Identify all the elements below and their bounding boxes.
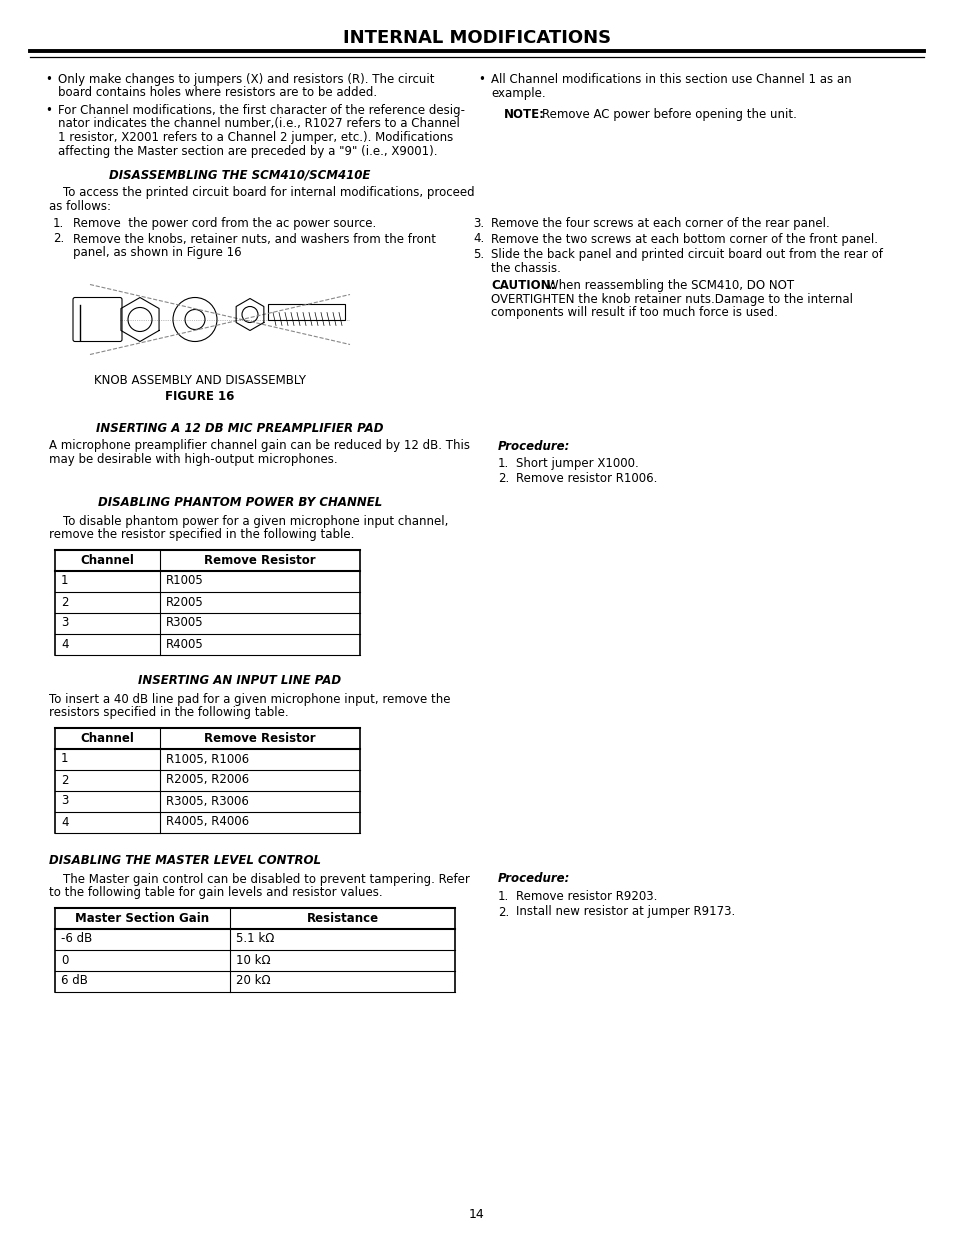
Text: 4: 4 [61, 815, 69, 829]
Text: Slide the back panel and printed circuit board out from the rear of: Slide the back panel and printed circuit… [491, 248, 882, 261]
Text: as follows:: as follows: [49, 200, 111, 212]
Text: resistors specified in the following table.: resistors specified in the following tab… [49, 706, 289, 719]
Text: 1.: 1. [497, 457, 509, 471]
Text: board contains holes where resistors are to be added.: board contains holes where resistors are… [58, 86, 376, 100]
Text: 2.: 2. [497, 905, 509, 919]
Text: example.: example. [491, 86, 545, 100]
Text: •: • [477, 73, 484, 86]
Text: 20 kΩ: 20 kΩ [235, 974, 271, 988]
Text: 14: 14 [469, 1209, 484, 1221]
Text: INSERTING AN INPUT LINE PAD: INSERTING AN INPUT LINE PAD [138, 674, 341, 688]
Text: Short jumper X1000.: Short jumper X1000. [516, 457, 639, 471]
Text: the chassis.: the chassis. [491, 262, 560, 274]
Text: KNOB ASSEMBLY AND DISASSEMBLY: KNOB ASSEMBLY AND DISASSEMBLY [94, 374, 306, 388]
Text: 5.1 kΩ: 5.1 kΩ [235, 932, 274, 946]
Text: Remove resistor R9203.: Remove resistor R9203. [516, 890, 657, 903]
Text: panel, as shown in Figure 16: panel, as shown in Figure 16 [73, 246, 241, 259]
Text: 1.: 1. [53, 217, 64, 230]
Text: R2005: R2005 [166, 595, 204, 609]
Text: 0: 0 [61, 953, 69, 967]
Text: FIGURE 16: FIGURE 16 [165, 390, 234, 403]
Text: components will result if too much force is used.: components will result if too much force… [491, 306, 777, 319]
Text: 2.: 2. [53, 232, 64, 246]
Text: Remove the four screws at each corner of the rear panel.: Remove the four screws at each corner of… [491, 217, 829, 230]
Text: For Channel modifications, the first character of the reference desig-: For Channel modifications, the first cha… [58, 104, 464, 117]
Text: The Master gain control can be disabled to prevent tampering. Refer: The Master gain control can be disabled … [63, 872, 470, 885]
Text: nator indicates the channel number,(i.e., R1027 refers to a Channel: nator indicates the channel number,(i.e.… [58, 117, 459, 131]
Text: Channel: Channel [80, 553, 134, 567]
Text: 2: 2 [61, 595, 69, 609]
Text: Resistance: Resistance [306, 911, 378, 925]
Text: 4: 4 [61, 637, 69, 651]
Text: Remove the two screws at each bottom corner of the front panel.: Remove the two screws at each bottom cor… [491, 232, 877, 246]
Text: affecting the Master section are preceded by a "9" (i.e., X9001).: affecting the Master section are precede… [58, 144, 437, 158]
Text: 3: 3 [61, 616, 69, 630]
Text: to the following table for gain levels and resistor values.: to the following table for gain levels a… [49, 885, 382, 899]
Text: INTERNAL MODIFICATIONS: INTERNAL MODIFICATIONS [342, 28, 611, 47]
Text: 1 resistor, X2001 refers to a Channel 2 jumper, etc.). Modifications: 1 resistor, X2001 refers to a Channel 2 … [58, 131, 453, 144]
Text: 3: 3 [61, 794, 69, 808]
Text: Master Section Gain: Master Section Gain [75, 911, 210, 925]
Text: R4005, R4006: R4005, R4006 [166, 815, 249, 829]
Text: Channel: Channel [80, 731, 134, 745]
Text: remove the resistor specified in the following table.: remove the resistor specified in the fol… [49, 529, 354, 541]
Text: R3005: R3005 [166, 616, 203, 630]
Text: 1: 1 [61, 752, 69, 766]
Text: Remove resistor R1006.: Remove resistor R1006. [516, 473, 657, 485]
Text: Only make changes to jumpers (X) and resistors (R). The circuit: Only make changes to jumpers (X) and res… [58, 73, 434, 86]
Text: Remove Resistor: Remove Resistor [204, 553, 315, 567]
Text: To disable phantom power for a given microphone input channel,: To disable phantom power for a given mic… [63, 515, 448, 527]
Text: 2: 2 [61, 773, 69, 787]
Text: •: • [45, 73, 51, 86]
Text: DISABLING PHANTOM POWER BY CHANNEL: DISABLING PHANTOM POWER BY CHANNEL [98, 496, 382, 510]
Text: Procedure:: Procedure: [497, 440, 570, 452]
Text: NOTE:: NOTE: [503, 107, 544, 121]
Text: To insert a 40 dB line pad for a given microphone input, remove the: To insert a 40 dB line pad for a given m… [49, 693, 450, 705]
Text: Remove Resistor: Remove Resistor [204, 731, 315, 745]
Text: R2005, R2006: R2005, R2006 [166, 773, 249, 787]
Text: 10 kΩ: 10 kΩ [235, 953, 271, 967]
Text: -6 dB: -6 dB [61, 932, 92, 946]
Text: R3005, R3006: R3005, R3006 [166, 794, 249, 808]
Text: Remove  the power cord from the ac power source.: Remove the power cord from the ac power … [73, 217, 375, 230]
Text: All Channel modifications in this section use Channel 1 as an: All Channel modifications in this sectio… [491, 73, 851, 86]
Text: Procedure:: Procedure: [497, 872, 570, 885]
Text: INSERTING A 12 DB MIC PREAMPLIFIER PAD: INSERTING A 12 DB MIC PREAMPLIFIER PAD [96, 421, 383, 435]
Text: DISASSEMBLING THE SCM410/SCM410E: DISASSEMBLING THE SCM410/SCM410E [110, 168, 371, 182]
Text: 2.: 2. [497, 473, 509, 485]
Text: OVERTIGHTEN the knob retainer nuts.Damage to the internal: OVERTIGHTEN the knob retainer nuts.Damag… [491, 293, 852, 305]
Text: CAUTION:: CAUTION: [491, 279, 555, 291]
Text: Remove AC power before opening the unit.: Remove AC power before opening the unit. [541, 107, 796, 121]
Text: R4005: R4005 [166, 637, 204, 651]
Text: 1: 1 [61, 574, 69, 588]
Text: 6 dB: 6 dB [61, 974, 88, 988]
Text: Remove the knobs, retainer nuts, and washers from the front: Remove the knobs, retainer nuts, and was… [73, 232, 436, 246]
Text: DISABLING THE MASTER LEVEL CONTROL: DISABLING THE MASTER LEVEL CONTROL [49, 855, 320, 867]
Text: may be desirable with high-output microphones.: may be desirable with high-output microp… [49, 453, 337, 466]
Text: A microphone preamplifier channel gain can be reduced by 12 dB. This: A microphone preamplifier channel gain c… [49, 440, 470, 452]
Text: 3.: 3. [473, 217, 483, 230]
Text: 4.: 4. [473, 232, 484, 246]
Text: R1005: R1005 [166, 574, 204, 588]
Text: To access the printed circuit board for internal modifications, proceed: To access the printed circuit board for … [63, 186, 475, 199]
Text: 1.: 1. [497, 890, 509, 903]
Text: 5.: 5. [473, 248, 483, 261]
Text: •: • [45, 104, 51, 117]
Bar [268, 304, 345, 320]
Text: R1005, R1006: R1005, R1006 [166, 752, 249, 766]
Text: Install new resistor at jumper R9173.: Install new resistor at jumper R9173. [516, 905, 735, 919]
Text: When reassembling the SCM410, DO NOT: When reassembling the SCM410, DO NOT [546, 279, 793, 291]
